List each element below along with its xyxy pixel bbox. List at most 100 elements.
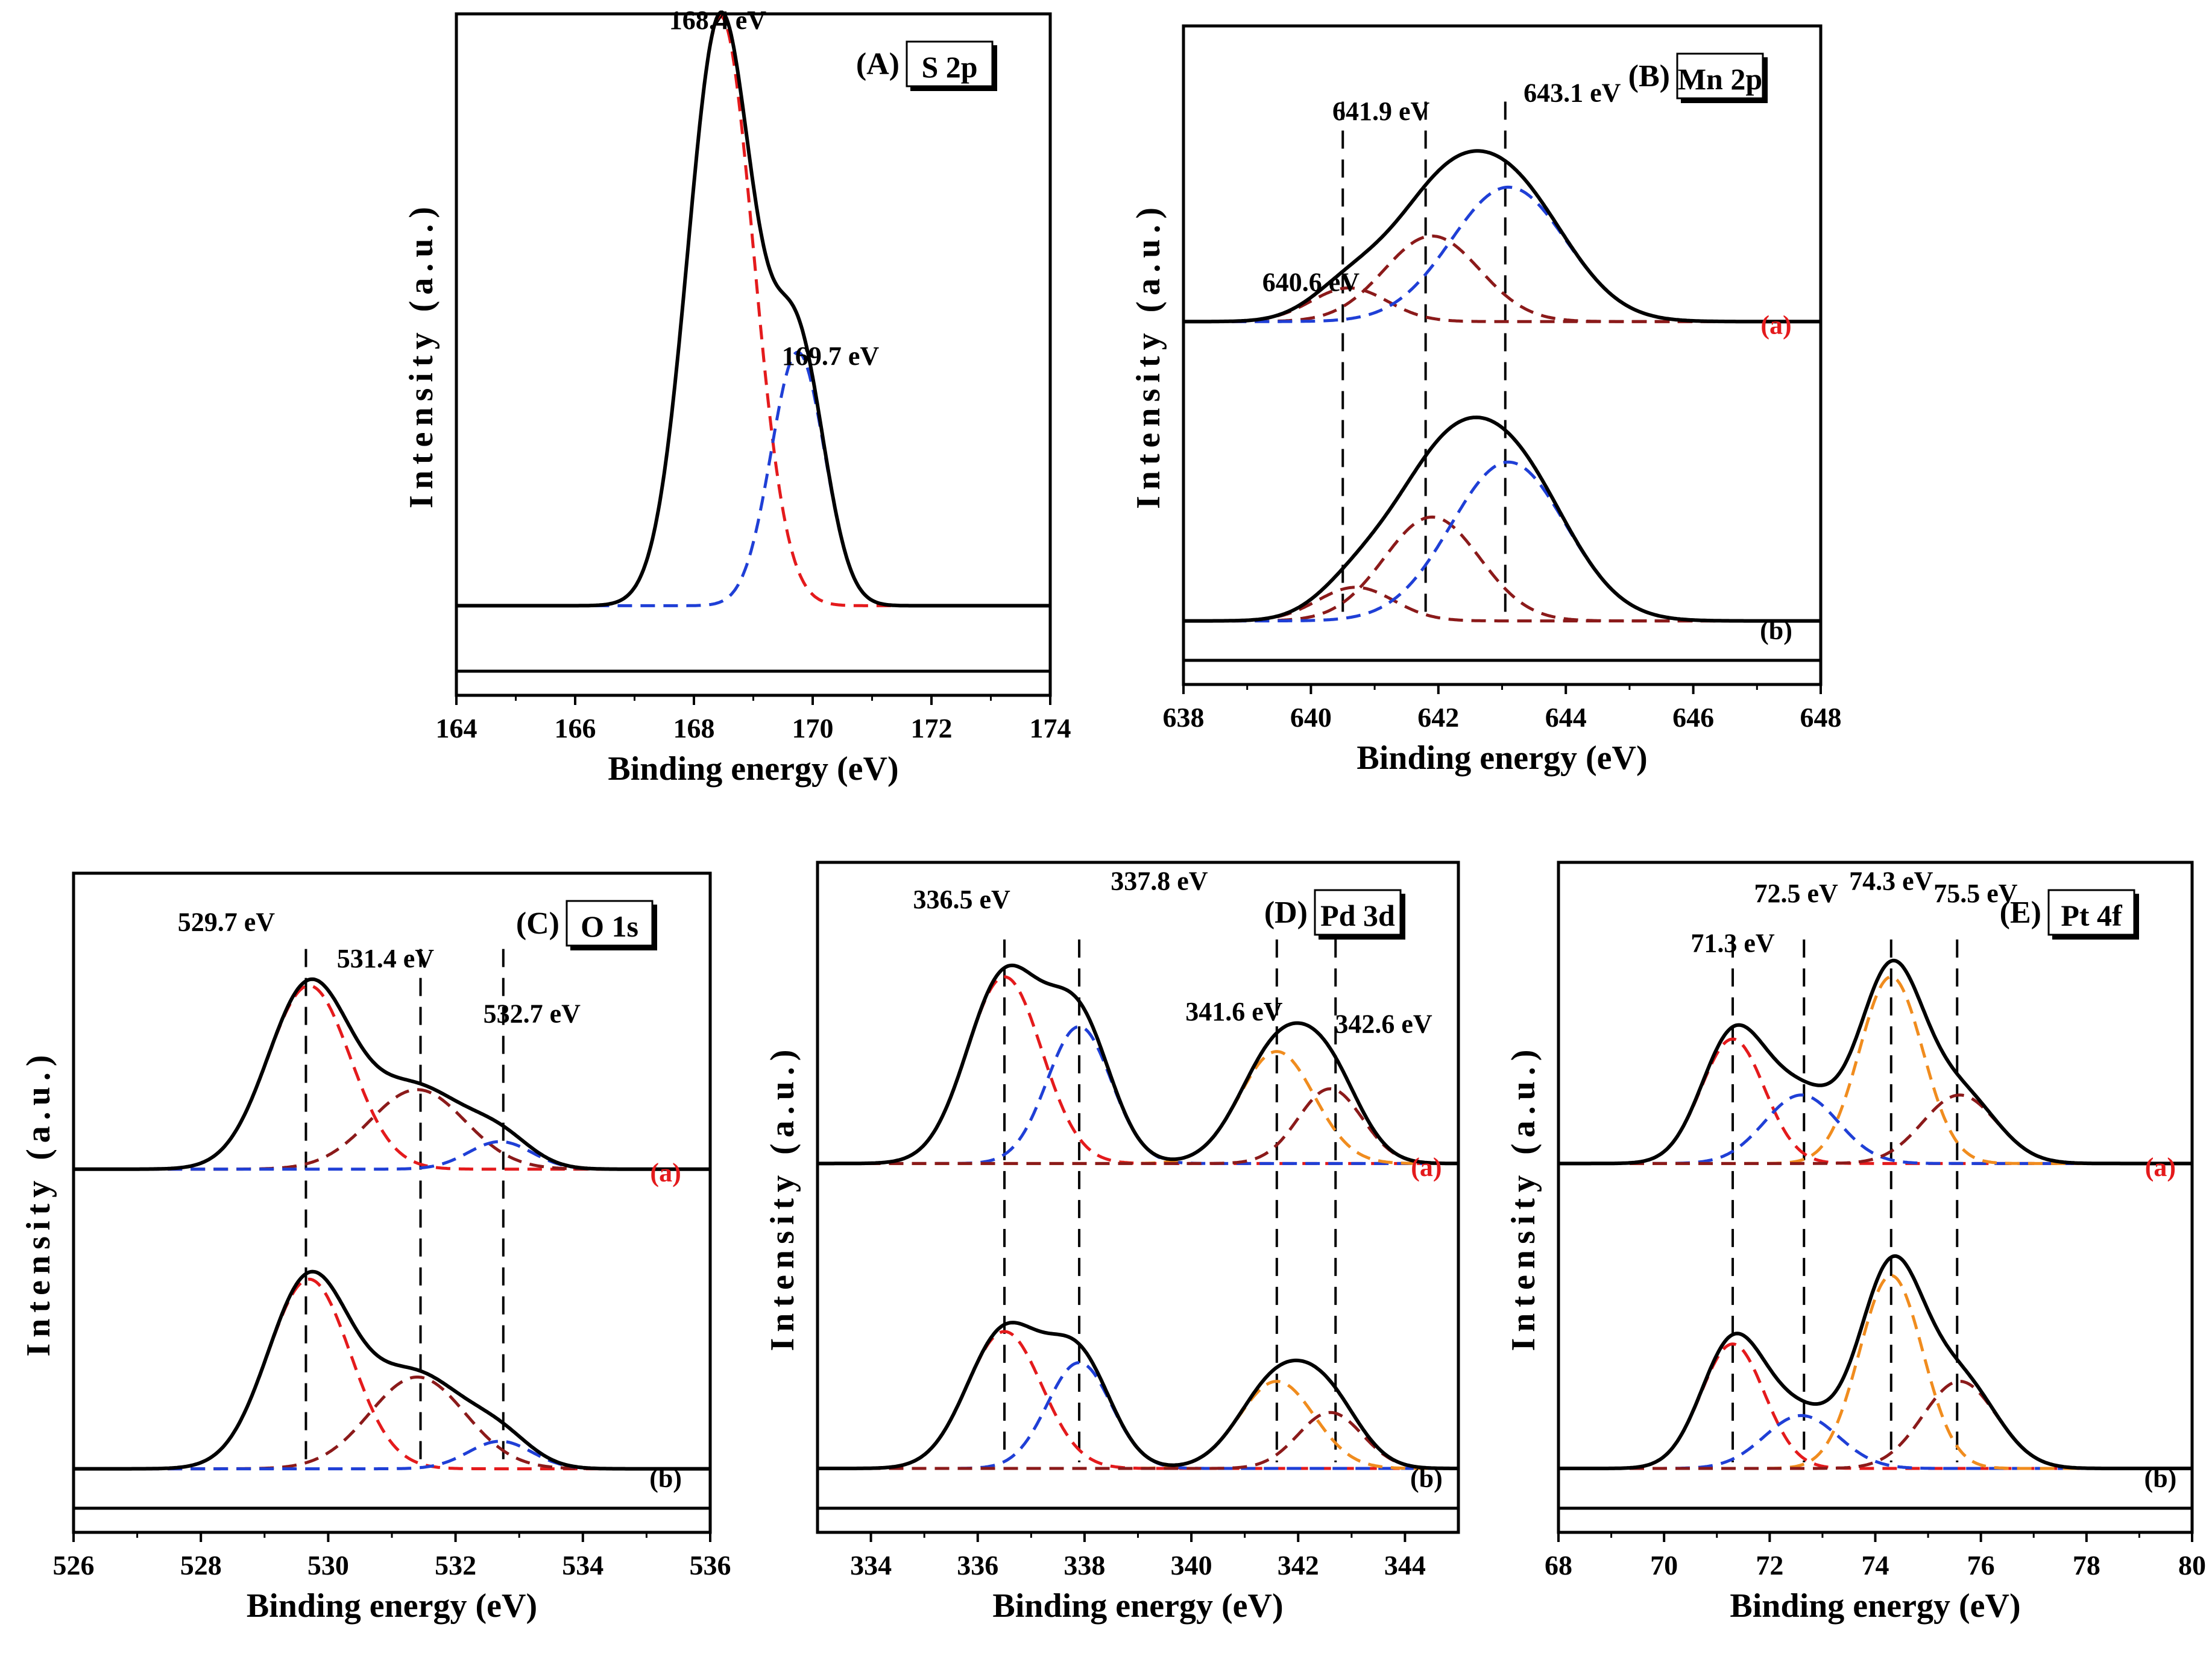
x-tick-label: 174: [1030, 713, 1071, 744]
spectrum-b: [1558, 1254, 2192, 1470]
panel-letter: (A): [856, 47, 900, 81]
peak-annotation: (b): [2144, 1464, 2177, 1493]
y-axis-label: Intensity (a.u.): [403, 201, 440, 508]
x-axis-label: Binding energy (eV): [992, 1587, 1283, 1625]
peak-annotation: 531.4 eV: [337, 944, 435, 973]
envelope-curve: [1558, 958, 2192, 1166]
title-box-shadow: [652, 905, 657, 950]
title-box-shadow: [570, 946, 656, 950]
panel-letter: (E): [2000, 896, 2041, 930]
peak-annotation: (a): [1760, 311, 1791, 340]
x-tick-label: 170: [792, 713, 834, 744]
peak-annotation: 71.3 eV: [1691, 928, 1775, 958]
title-box-shadow: [1763, 57, 1768, 103]
panel-letter: (D): [1264, 896, 1308, 930]
x-tick-label: 528: [180, 1550, 222, 1581]
component-fit-curve: [1584, 1342, 2192, 1470]
spectrum-a: [74, 977, 710, 1171]
x-tick-label: 72: [1756, 1550, 1783, 1581]
component-fit-curve: [1209, 286, 1821, 323]
y-axis-label: Intensity (a.u.): [1130, 201, 1167, 509]
component-fit-curve: [99, 1439, 710, 1471]
y-axis-label: Intensity (a.u.): [1505, 1043, 1542, 1351]
spectrum-a: [1183, 149, 1821, 324]
spectrum-a: [818, 963, 1458, 1166]
peak-annotation: (a): [1411, 1152, 1442, 1182]
x-axis-label: Binding energy (eV): [1357, 739, 1647, 777]
x-tick-label: 530: [307, 1550, 349, 1581]
component-fit-curve: [1209, 515, 1821, 623]
panel-o-1s: 526 528 530 532 534 536 Binding energy (eV) Int…: [20, 871, 731, 1625]
component-fit-curve: [1584, 1274, 2192, 1470]
x-tick-label: 80: [2178, 1550, 2206, 1581]
x-tick-label: 70: [1650, 1550, 1678, 1581]
x-tick-label: 340: [1171, 1550, 1212, 1581]
x-tick-label: 76: [1967, 1550, 1995, 1581]
x-tick-label: 532: [435, 1550, 476, 1581]
x-tick-label: 646: [1672, 702, 1714, 733]
x-axis-label: Binding energy (eV): [608, 750, 898, 788]
title-box-shadow: [2052, 935, 2138, 940]
component-fit-curve: [99, 1140, 710, 1171]
peak-annotation: 75.5 eV: [1933, 879, 2018, 908]
title-box-shadow: [2134, 894, 2139, 940]
envelope-curve: [1183, 149, 1821, 324]
peak-annotation: (a): [2145, 1152, 2176, 1182]
component-fit-curve: [843, 1330, 1458, 1470]
x-tick-label: 68: [1545, 1550, 1572, 1581]
x-tick-label: 338: [1063, 1550, 1105, 1581]
component-fit-curve: [843, 1087, 1458, 1165]
component-fit-curve: [843, 1380, 1458, 1470]
x-tick-label: 164: [436, 713, 477, 744]
component-fit-curve: [843, 1025, 1458, 1165]
x-tick-label: 336: [957, 1550, 998, 1581]
component-fit-curve: [1209, 586, 1821, 623]
panel-title: (C) O 1s: [516, 900, 657, 950]
y-axis-label: Intensity (a.u.): [764, 1043, 801, 1351]
x-tick-label: 640: [1290, 702, 1332, 733]
panel-letter: (B): [1628, 59, 1670, 93]
x-tick-label: 334: [850, 1550, 892, 1581]
title-box: [2047, 889, 2135, 936]
title-box: [1676, 52, 1764, 100]
spectrum-b: [74, 1269, 710, 1471]
title-box-shadow: [910, 86, 996, 91]
component-fit-curve: [843, 1050, 1458, 1165]
component-fit-curve: [843, 1361, 1458, 1470]
peak-annotation: 72.5 eV: [1754, 879, 1838, 908]
peak-annotation: 74.3 eV: [1849, 866, 1933, 896]
spectrum-single: [456, 10, 1050, 608]
panel-pd-3d: 334 336 338 340 342 344 Binding energy (eV) Int…: [764, 861, 1460, 1625]
x-tick-label: 74: [1862, 1550, 1889, 1581]
x-tick-label: 78: [2073, 1550, 2100, 1581]
x-tick-label: 638: [1163, 702, 1205, 733]
plot-frame: [1182, 24, 1823, 686]
envelope-curve: [818, 1321, 1458, 1470]
title-box-shadow: [1319, 935, 1404, 940]
peak-annotation: 336.5 eV: [913, 885, 1011, 914]
peak-annotation: 529.7 eV: [178, 907, 276, 937]
x-axis-label: Binding energy (eV): [1730, 1587, 2020, 1625]
envelope-curve: [74, 977, 710, 1171]
x-tick-label: 642: [1417, 702, 1459, 733]
x-tick-label: 344: [1384, 1550, 1426, 1581]
x-tick-label: 172: [911, 713, 953, 744]
panel-element-title: Pt 4f: [2061, 899, 2123, 932]
plot-frame: [455, 12, 1052, 697]
component-fit-curve: [1584, 1037, 2192, 1165]
peak-annotation: 337.8 eV: [1111, 866, 1208, 896]
spectrum-b: [818, 1321, 1458, 1470]
title-box-shadow: [992, 45, 997, 91]
panel-title: (D) Pd 3d: [1264, 889, 1405, 940]
component-fit-curve: [1584, 1093, 2192, 1165]
peak-annotation: 169.7 eV: [782, 341, 880, 371]
panel-element-title: Pd 3d: [1320, 899, 1395, 932]
panel-title: (A) S 2p: [856, 40, 997, 91]
peak-annotation: (b): [1760, 616, 1792, 645]
spectrum-a: [1558, 958, 2192, 1166]
envelope-curve: [1183, 416, 1821, 623]
panel-letter: (C): [516, 906, 559, 941]
component-fit-curve: [480, 350, 1050, 607]
spectrum-b: [1183, 416, 1821, 623]
